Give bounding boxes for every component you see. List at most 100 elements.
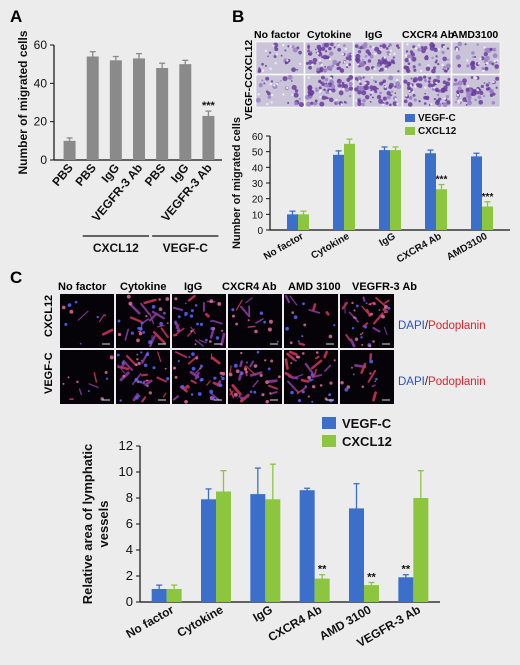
cell-stain	[472, 56, 475, 58]
cell-stain	[441, 50, 445, 55]
cell-stain	[359, 46, 363, 50]
cell-stain	[489, 93, 494, 98]
membrane-pore	[370, 91, 373, 94]
cell-stain	[318, 79, 322, 83]
dapi-nucleus	[191, 366, 196, 371]
dapi-nucleus	[130, 331, 134, 335]
podoplanin-signal	[367, 369, 377, 383]
micro-b-col-label: CXCR4 Ab	[402, 29, 454, 41]
cell-stain	[307, 45, 311, 48]
cell-stain	[357, 99, 361, 103]
bar	[364, 585, 379, 602]
bar	[379, 150, 390, 230]
membrane-pore	[329, 77, 332, 80]
cell-stain	[327, 65, 333, 71]
cell-stain	[388, 45, 390, 48]
cell-stain	[495, 86, 498, 89]
cell-stain	[423, 45, 428, 50]
dapi-nucleus	[369, 372, 372, 375]
y-tick-label: 10	[119, 464, 133, 479]
podoplanin-signal	[157, 324, 165, 328]
podoplanin-signal	[267, 379, 278, 383]
podoplanin-signal	[312, 303, 317, 312]
podoplanin-signal	[210, 356, 221, 365]
cell-stain	[348, 74, 354, 80]
cell-stain	[371, 96, 374, 99]
dapi-nucleus	[238, 395, 241, 398]
dapi-nucleus	[221, 371, 226, 376]
membrane-pore	[272, 44, 275, 47]
dapi-nucleus	[134, 377, 139, 382]
dapi-nucleus	[360, 333, 362, 336]
cell-stain	[418, 100, 421, 103]
podoplanin-signal	[284, 294, 291, 304]
podoplanin-signal	[349, 338, 356, 348]
dapi-nucleus	[148, 340, 153, 345]
legend-swatch	[405, 127, 415, 135]
cell-stain	[337, 78, 340, 81]
podoplanin-signal	[209, 328, 215, 339]
cell-stain	[403, 99, 408, 104]
cell-stain	[318, 86, 322, 90]
cell-stain	[379, 67, 384, 72]
dapi-nucleus	[240, 351, 243, 355]
podoplanin-signal	[128, 302, 141, 315]
cell-stain	[258, 83, 263, 88]
cell-stain	[436, 75, 441, 80]
cell-stain	[284, 49, 287, 52]
dapi-nucleus	[247, 319, 250, 322]
podoplanin-signal	[289, 295, 298, 306]
podoplanin-signal	[372, 391, 377, 402]
dapi-nucleus	[364, 325, 368, 329]
bar	[265, 499, 281, 602]
podoplanin-signal	[149, 335, 156, 348]
cell-stain	[446, 67, 450, 70]
dapi-nucleus	[62, 382, 65, 385]
membrane-pore	[319, 95, 322, 99]
dapi-nucleus	[254, 329, 258, 334]
cell-stain	[438, 97, 442, 101]
cell-stain	[478, 87, 481, 90]
cell-stain	[325, 82, 328, 85]
micro-c-col-label: AMD 3100	[288, 281, 341, 293]
cell-stain	[433, 97, 437, 101]
cell-stain	[408, 96, 413, 100]
cell-stain	[257, 69, 262, 73]
chart-c: 0 2 4 6 8 10 12 Relative area of lymphaticvesse…	[80, 416, 440, 650]
membrane-pore	[414, 47, 418, 50]
podoplanin-signal	[362, 322, 369, 328]
cell-stain	[369, 100, 372, 103]
stain-podoplanin: Podoplanin	[428, 376, 486, 388]
podoplanin-signal	[78, 388, 82, 396]
cell-stain	[296, 68, 299, 71]
micro-c-col-label: Cytokine	[120, 281, 166, 293]
dapi-nucleus	[369, 303, 372, 306]
membrane-pore	[435, 81, 438, 84]
dapi-nucleus	[301, 352, 305, 355]
membrane-pore	[289, 45, 292, 48]
cell-stain	[427, 83, 433, 88]
podoplanin-signal	[186, 384, 190, 389]
dapi-nucleus	[116, 353, 120, 357]
dapi-nucleus	[218, 383, 223, 388]
cell-stain	[357, 90, 362, 95]
cell-stain	[386, 91, 391, 96]
dapi-nucleus	[360, 336, 363, 339]
podoplanin-signal	[371, 384, 376, 388]
dapi-nucleus	[176, 329, 179, 332]
cell-stain	[308, 60, 314, 65]
membrane-pore	[476, 88, 479, 91]
cell-stain	[377, 49, 382, 55]
dapi-nucleus	[290, 362, 293, 365]
cell-stain	[476, 91, 480, 95]
significance-marker: ***	[202, 100, 216, 112]
cell-stain	[329, 97, 334, 103]
membrane-pore	[358, 80, 361, 83]
dapi-nucleus	[117, 332, 122, 337]
cell-stain	[434, 47, 437, 50]
cell-stain	[331, 88, 336, 93]
cell-stain	[407, 102, 413, 107]
podoplanin-signal	[249, 360, 254, 368]
cell-stain	[412, 79, 417, 83]
cell-stain	[287, 101, 290, 105]
